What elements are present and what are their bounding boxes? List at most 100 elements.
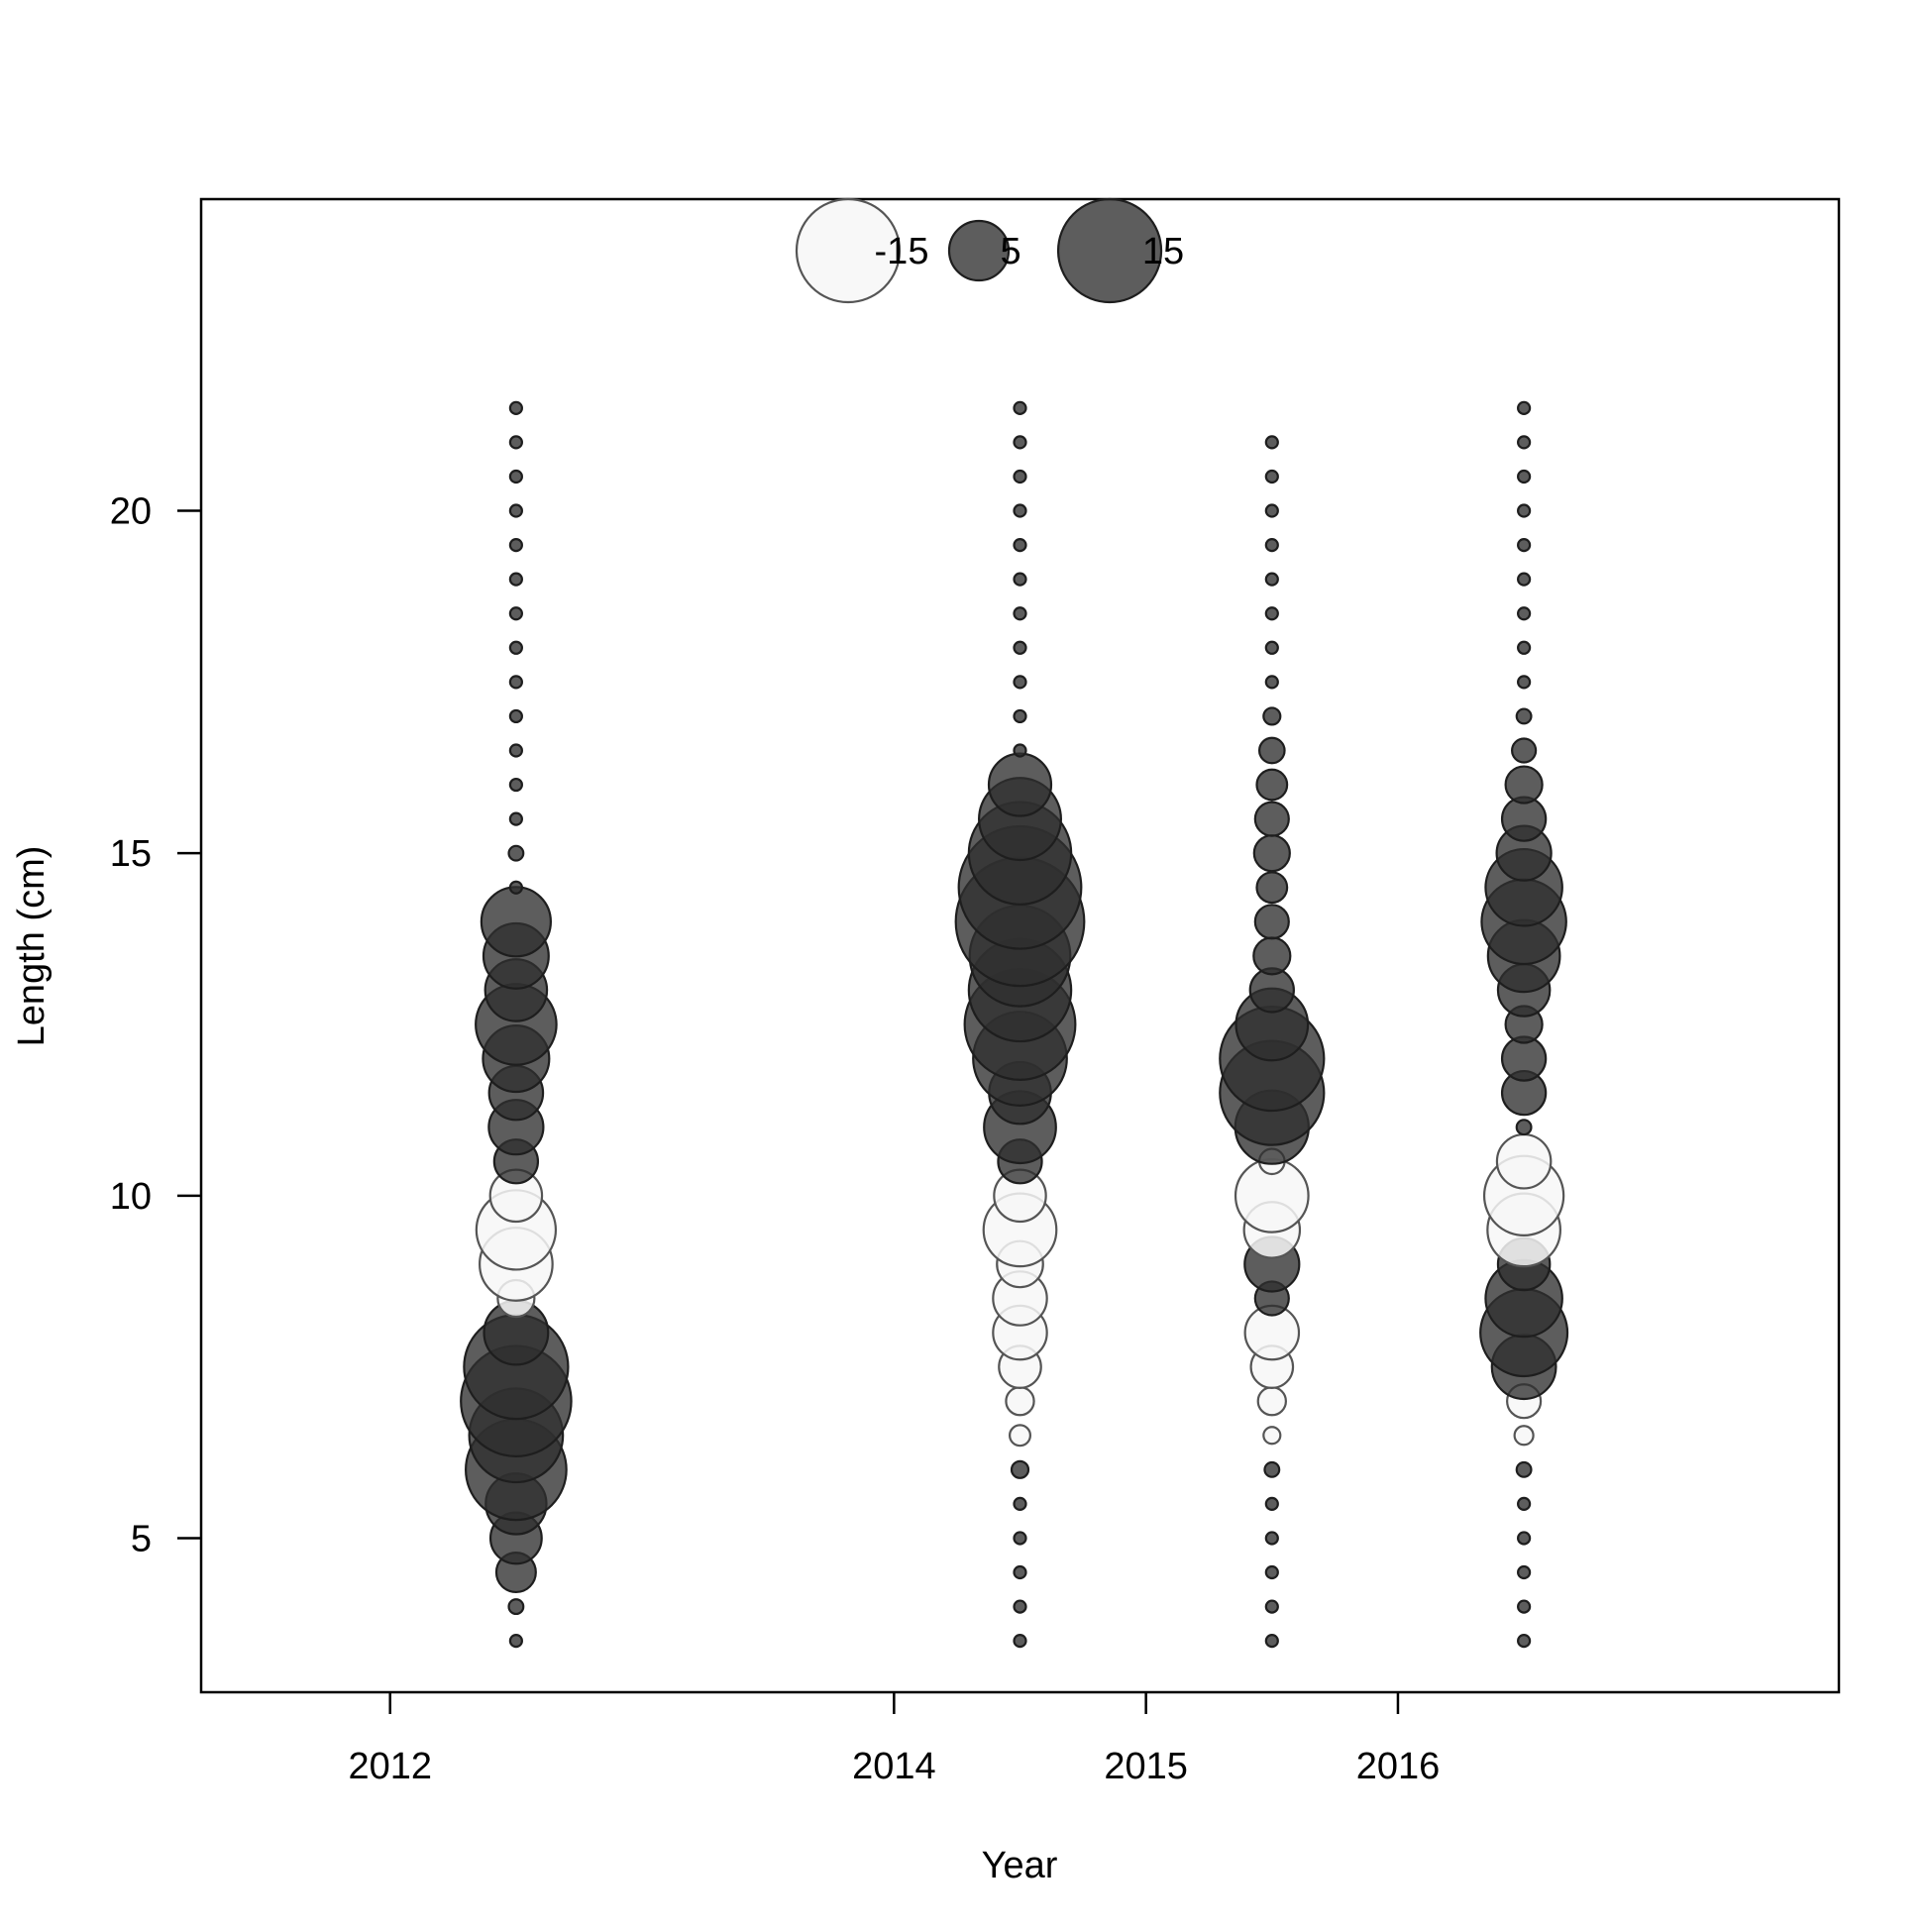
residual-bubble [1517, 1599, 1532, 1614]
residual-bubble [508, 606, 523, 621]
residual-bubble [508, 537, 523, 553]
residual-bubble [1005, 1386, 1035, 1417]
residual-bubble [1008, 1424, 1031, 1448]
x-axis: 2012 2014 2015 2016 [348, 1692, 1440, 1787]
residual-bubble [1515, 707, 1533, 725]
residual-bubble [507, 844, 525, 862]
residual-bubble [1264, 606, 1279, 621]
residual-bubble [1264, 1599, 1279, 1614]
residual-bubble [1264, 1634, 1279, 1649]
residual-bubble [1517, 1496, 1532, 1512]
x-tick-label: 2015 [1104, 1746, 1188, 1787]
residual-bubble [1256, 1386, 1287, 1417]
x-tick-label: 2012 [348, 1746, 432, 1787]
x-axis-title: Year [982, 1845, 1058, 1886]
residual-bubble [987, 752, 1053, 817]
residual-bubble [508, 777, 523, 793]
residual-bubble [1517, 1531, 1532, 1546]
residual-bubble [508, 640, 523, 655]
residual-bubble [508, 400, 523, 415]
residual-bubble [1255, 768, 1289, 802]
residual-bubble [1504, 765, 1544, 805]
residual-bubble [1517, 1564, 1532, 1580]
residual-bubble [1257, 736, 1286, 765]
residual-bubble [1517, 469, 1532, 484]
residual-bubble [508, 811, 523, 826]
residual-bubble [508, 675, 523, 690]
residual-bubble [1253, 801, 1290, 837]
residual-bubble [1013, 708, 1027, 724]
residual-bubble [1013, 1599, 1027, 1614]
residual-bubble [508, 880, 523, 895]
residual-bubble [1252, 936, 1292, 976]
plot-frame [199, 197, 1841, 1694]
residual-bubble [1010, 1459, 1030, 1479]
legend-label: 5 [1000, 231, 1020, 272]
residual-bubble [508, 503, 523, 518]
legend-bubble [795, 197, 902, 304]
residual-bubble [1262, 706, 1282, 726]
residual-bubble [1517, 435, 1532, 450]
residual-bubble [1517, 400, 1532, 415]
y-tick-label: 5 [131, 1518, 152, 1559]
residual-bubble [1264, 1496, 1279, 1512]
residual-bubble [508, 743, 523, 758]
residual-bubble [1013, 1634, 1027, 1649]
residual-bubble [1517, 503, 1532, 518]
residual-bubble [508, 469, 523, 484]
residual-bubble [1263, 1460, 1281, 1478]
residual-bubble [1515, 1119, 1533, 1136]
residual-bubble [1252, 834, 1291, 873]
size-legend: -15 5 15 [795, 197, 1184, 304]
legend-label: -15 [875, 231, 929, 272]
residual-bubble [508, 708, 523, 724]
legend-bubble [947, 219, 1011, 282]
residual-bubble [1517, 640, 1532, 655]
residual-bubble [1264, 675, 1279, 690]
y-tick-label: 10 [110, 1176, 152, 1218]
residual-bubble [1517, 572, 1532, 587]
residual-bubble [508, 435, 523, 450]
residual-bubble [1013, 469, 1027, 484]
y-tick-label: 15 [110, 833, 152, 875]
residual-bubble [1517, 537, 1532, 553]
residual-bubble [1495, 1132, 1553, 1190]
residual-bubble [1264, 537, 1279, 553]
residual-bubble [1264, 1531, 1279, 1546]
residual-bubble [1515, 1460, 1533, 1478]
bubble-layer [460, 400, 1569, 1649]
y-tick-label: 20 [110, 491, 152, 533]
residual-bubble [1013, 503, 1027, 518]
residual-bubble [480, 886, 552, 958]
legend-bubble [1056, 197, 1163, 304]
residual-bubble [1013, 743, 1027, 758]
residual-bubble [1013, 400, 1027, 415]
residual-bubble [1511, 737, 1538, 764]
residual-bubble [1013, 572, 1027, 587]
residual-bubble [1013, 675, 1027, 690]
residual-bubble [1013, 1531, 1027, 1546]
residual-bubble [1253, 904, 1290, 940]
residual-bubble [508, 572, 523, 587]
x-tick-label: 2016 [1356, 1746, 1441, 1787]
y-axis: 5 10 15 20 [110, 491, 201, 1559]
x-tick-label: 2014 [852, 1746, 936, 1787]
residual-bubble [1517, 606, 1532, 621]
residual-bubble [1517, 675, 1532, 690]
residual-bubble [1013, 1564, 1027, 1580]
residual-bubble [1264, 640, 1279, 655]
residual-bubble [1264, 572, 1279, 587]
residual-bubble [1264, 469, 1279, 484]
residual-bubble [1513, 1425, 1535, 1447]
residual-bubble [1517, 1634, 1532, 1649]
y-axis-title: Length (cm) [11, 846, 53, 1047]
residual-bubble [507, 1598, 525, 1616]
residual-bubble [1013, 640, 1027, 655]
residual-bubble [1255, 871, 1289, 905]
residual-bubble [1262, 1426, 1282, 1446]
residual-bubble [1264, 435, 1279, 450]
legend-label: 15 [1142, 231, 1184, 272]
residual-bubble [1013, 435, 1027, 450]
residual-bubble [1264, 1564, 1279, 1580]
